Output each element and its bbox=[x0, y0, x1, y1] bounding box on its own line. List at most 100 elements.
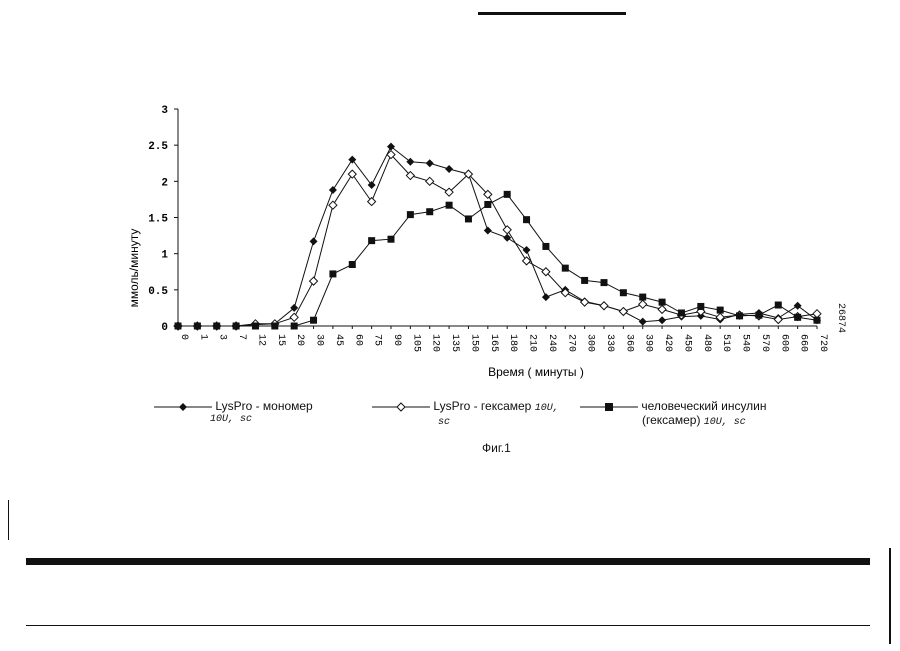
y-tick-label: 2.5 bbox=[148, 141, 168, 153]
data-point-filled-diamond bbox=[639, 318, 647, 326]
side-number: 26874 bbox=[835, 303, 846, 333]
data-point-square bbox=[194, 323, 201, 330]
x-tick-label: 30 bbox=[314, 334, 325, 346]
y-tick-label: 1 bbox=[161, 250, 168, 262]
data-point-square bbox=[291, 323, 298, 330]
data-point-open-diamond bbox=[600, 302, 608, 310]
x-tick-label: 240 bbox=[546, 334, 557, 352]
bottom-rule bbox=[26, 625, 870, 626]
data-point-square bbox=[349, 261, 356, 268]
data-point-filled-diamond bbox=[329, 186, 337, 194]
x-tick-label: 105 bbox=[410, 334, 421, 352]
x-tick-label: 7 bbox=[236, 334, 247, 340]
data-point-filled-diamond bbox=[426, 159, 434, 167]
legend-marker-open-diamond bbox=[372, 401, 430, 413]
data-point-filled-diamond bbox=[658, 316, 666, 324]
x-tick-label: 300 bbox=[585, 334, 596, 352]
y-axis-label: ммоль/минуту bbox=[127, 229, 141, 308]
data-point-square bbox=[562, 265, 569, 272]
data-point-open-diamond bbox=[310, 277, 318, 285]
x-tick-label: 90 bbox=[391, 334, 402, 346]
x-tick-label: 420 bbox=[662, 334, 673, 352]
x-tick-label: 540 bbox=[740, 334, 751, 352]
data-point-square bbox=[368, 237, 375, 244]
data-point-square bbox=[814, 317, 821, 324]
x-tick-label: 180 bbox=[507, 334, 518, 352]
data-point-square bbox=[213, 323, 220, 330]
data-point-filled-diamond bbox=[445, 165, 453, 173]
x-tick-label: 3 bbox=[217, 334, 228, 340]
x-tick-label: 570 bbox=[759, 334, 770, 352]
legend-label: LysPro - гексамер bbox=[433, 399, 531, 413]
data-point-open-diamond bbox=[658, 305, 666, 313]
data-point-open-diamond bbox=[329, 201, 337, 209]
figure-caption: Фиг.1 bbox=[482, 441, 511, 455]
data-point-square bbox=[542, 243, 549, 250]
x-tick-label: 210 bbox=[527, 334, 538, 352]
legend-item-human-insulin: человеческий инсулин (гексамер) 10U, sc bbox=[580, 399, 767, 430]
data-point-square bbox=[775, 302, 782, 309]
data-point-square bbox=[794, 314, 801, 321]
x-tick-label: 135 bbox=[449, 334, 460, 352]
data-point-open-diamond bbox=[503, 226, 511, 234]
data-point-open-diamond bbox=[813, 310, 821, 318]
data-point-square bbox=[717, 307, 724, 314]
data-point-square bbox=[252, 323, 259, 330]
data-point-square bbox=[755, 312, 762, 319]
data-point-square bbox=[175, 323, 182, 330]
x-tick-label: 165 bbox=[488, 334, 499, 352]
data-point-square bbox=[465, 215, 472, 222]
data-point-square bbox=[523, 216, 530, 223]
y-tick-label: 3 bbox=[161, 105, 168, 117]
legend-label: LysPro - мономер bbox=[215, 399, 312, 413]
data-point-open-diamond bbox=[426, 177, 434, 185]
data-point-filled-diamond bbox=[542, 293, 550, 301]
x-tick-label: 330 bbox=[604, 334, 615, 352]
x-tick-label: 45 bbox=[333, 334, 344, 346]
legend-sublabel: sc bbox=[438, 416, 559, 430]
series-line bbox=[178, 147, 817, 326]
series-line bbox=[178, 155, 817, 326]
data-point-square bbox=[271, 323, 278, 330]
data-point-square bbox=[659, 299, 666, 306]
data-point-square bbox=[426, 208, 433, 215]
legend-item-hexamer: LysPro - гексамер 10U, sc bbox=[372, 399, 559, 430]
x-tick-label: 360 bbox=[623, 334, 634, 352]
data-point-square bbox=[620, 289, 627, 296]
x-tick-label: 480 bbox=[701, 334, 712, 352]
legend-sublabel: 10U, sc bbox=[704, 417, 746, 428]
legend-marker-filled-square bbox=[580, 401, 638, 413]
data-point-square bbox=[388, 236, 395, 243]
data-point-open-diamond bbox=[368, 198, 376, 206]
x-tick-label: 510 bbox=[720, 334, 731, 352]
data-point-square bbox=[581, 277, 588, 284]
data-point-square bbox=[736, 312, 743, 319]
x-tick-label: 120 bbox=[430, 334, 441, 352]
x-tick-label: 1 bbox=[197, 334, 208, 340]
legend-marker-filled-diamond bbox=[154, 401, 212, 413]
data-point-square bbox=[697, 303, 704, 310]
left-margin-mark bbox=[8, 500, 9, 540]
x-tick-label: 150 bbox=[468, 334, 479, 352]
y-tick-label: 0.5 bbox=[148, 286, 168, 298]
x-tick-label: 75 bbox=[372, 334, 383, 346]
data-point-square bbox=[310, 317, 317, 324]
legend-label-line2: (гексамер) bbox=[642, 413, 700, 427]
x-tick-label: 0 bbox=[178, 334, 189, 340]
x-tick-label: 660 bbox=[798, 334, 809, 352]
x-tick-label: 20 bbox=[294, 334, 305, 346]
chart-series bbox=[174, 143, 821, 330]
data-point-square bbox=[639, 294, 646, 301]
data-point-square bbox=[504, 191, 511, 198]
data-point-open-diamond bbox=[639, 300, 647, 308]
x-axis-label: Время ( минуты ) bbox=[488, 365, 584, 379]
y-tick-label: 0 bbox=[161, 322, 168, 334]
data-point-filled-diamond bbox=[484, 227, 492, 235]
data-point-open-diamond bbox=[348, 170, 356, 178]
data-point-filled-diamond bbox=[523, 246, 531, 254]
thick-rule bbox=[26, 558, 870, 565]
data-point-filled-diamond bbox=[794, 302, 802, 310]
data-point-square bbox=[329, 270, 336, 277]
legend-label: человеческий инсулин bbox=[641, 399, 766, 413]
